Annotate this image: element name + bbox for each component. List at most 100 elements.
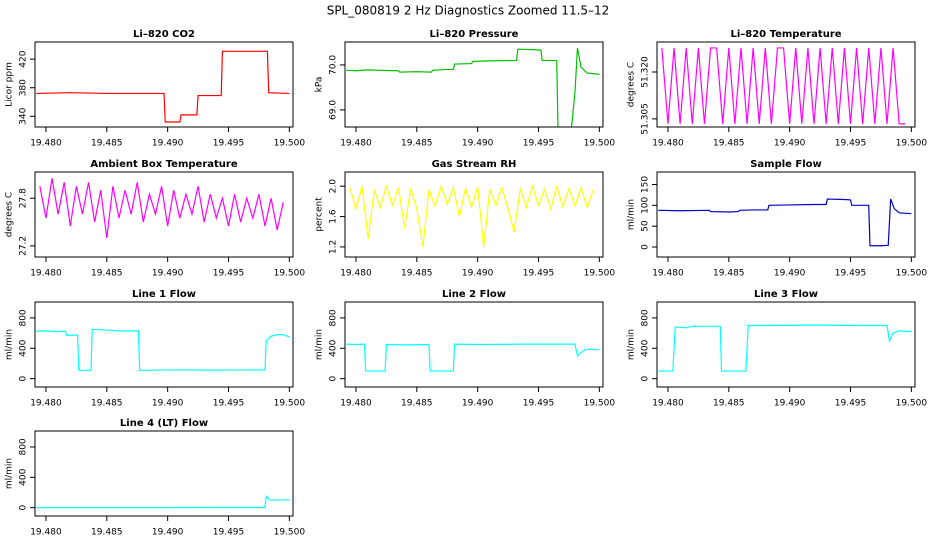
- x-tick-label: 19.480: [652, 139, 684, 149]
- y-tick-label: 2.0: [329, 179, 339, 194]
- x-tick-label: 19.495: [835, 139, 867, 149]
- x-tick-label: 19.485: [713, 139, 745, 149]
- x-tick-label: 19.500: [274, 139, 306, 149]
- y-axis-label: ml/min: [315, 329, 325, 360]
- y-tick-label: 100: [641, 196, 651, 213]
- y-tick-label: 0: [641, 244, 651, 250]
- x-tick-label: 19.495: [523, 139, 555, 149]
- x-tick-label: 19.495: [213, 528, 245, 538]
- data-line: [39, 178, 284, 239]
- x-tick-label: 19.485: [91, 399, 123, 409]
- x-tick-label: 19.480: [30, 399, 62, 409]
- y-tick-label: 340: [19, 107, 29, 124]
- y-tick-label: 70.0: [329, 55, 339, 75]
- data-line: [658, 324, 912, 372]
- x-tick-label: 19.495: [213, 399, 245, 409]
- data-line: [346, 47, 600, 127]
- y-tick-label: 27.2: [19, 236, 29, 256]
- x-tick-label: 19.485: [401, 269, 433, 279]
- data-line: [346, 343, 600, 372]
- y-tick-label: 400: [641, 339, 651, 356]
- plot-frame: [344, 41, 604, 128]
- x-tick-label: 19.485: [401, 399, 433, 409]
- x-tick-label: 19.490: [152, 269, 184, 279]
- x-tick-label: 19.485: [401, 139, 433, 149]
- y-tick-label: 400: [329, 339, 339, 356]
- data-line: [658, 198, 912, 247]
- x-tick-label: 19.485: [91, 528, 123, 538]
- x-tick-label: 19.490: [462, 139, 494, 149]
- y-axis-label: ml/min: [5, 458, 15, 489]
- panel-title: Line 3 Flow: [754, 289, 818, 300]
- x-tick-label: 19.495: [213, 269, 245, 279]
- x-tick-label: 19.490: [774, 139, 806, 149]
- x-tick-label: 19.485: [713, 399, 745, 409]
- y-tick-label: 400: [19, 468, 29, 485]
- x-tick-label: 19.500: [274, 269, 306, 279]
- y-tick-label: 50: [641, 220, 651, 232]
- x-tick-label: 19.495: [835, 399, 867, 409]
- plot-frame: [656, 171, 916, 258]
- y-axis-label: ml/min: [5, 329, 15, 360]
- panel-title: Line 1 Flow: [132, 289, 196, 300]
- x-tick-label: 19.500: [896, 399, 928, 409]
- x-tick-label: 19.480: [652, 269, 684, 279]
- plot-frame: [34, 171, 294, 258]
- x-tick-label: 19.500: [274, 399, 306, 409]
- y-tick-label: 380: [19, 79, 29, 96]
- x-tick-label: 19.490: [774, 399, 806, 409]
- panel-title: Li–820 CO2: [133, 29, 195, 40]
- plot-frame: [34, 301, 294, 388]
- plot-frame: [34, 430, 294, 517]
- x-tick-label: 19.500: [274, 528, 306, 538]
- y-tick-label: 800: [329, 309, 339, 326]
- x-tick-label: 19.480: [340, 269, 372, 279]
- x-tick-label: 19.495: [835, 269, 867, 279]
- panel-title: Ambient Box Temperature: [90, 159, 237, 170]
- x-tick-label: 19.490: [462, 399, 494, 409]
- data-line: [36, 328, 290, 371]
- x-tick-label: 19.480: [340, 139, 372, 149]
- y-tick-label: 27.8: [19, 188, 29, 208]
- y-axis-label: degrees C: [627, 62, 637, 107]
- y-tick-label: 150: [641, 176, 651, 193]
- figure-title: SPL_080819 2 Hz Diagnostics Zoomed 11.5–…: [327, 4, 610, 18]
- y-axis-label: ml/min: [627, 329, 637, 360]
- x-tick-label: 19.495: [523, 269, 555, 279]
- y-tick-label: 0: [641, 376, 651, 382]
- x-tick-label: 19.500: [896, 269, 928, 279]
- y-tick-label: 1.2: [329, 240, 339, 254]
- panel-title: Li–820 Pressure: [430, 29, 519, 40]
- x-tick-label: 19.500: [896, 139, 928, 149]
- y-tick-label: 1.6: [329, 209, 339, 224]
- panel-title: Sample Flow: [750, 159, 822, 170]
- y-tick-label: 800: [19, 309, 29, 326]
- plot-frame: [344, 301, 604, 388]
- y-tick-label: 800: [19, 438, 29, 455]
- y-tick-label: 0: [19, 505, 29, 511]
- x-tick-label: 19.480: [30, 528, 62, 538]
- x-tick-label: 19.500: [584, 399, 616, 409]
- y-tick-label: 0: [19, 376, 29, 382]
- x-tick-label: 19.495: [213, 139, 245, 149]
- y-axis-label: degrees C: [5, 192, 15, 237]
- x-tick-label: 19.490: [152, 139, 184, 149]
- panel-title: Li–820 Temperature: [730, 29, 841, 40]
- plot-frame: [656, 41, 916, 128]
- y-axis-label: kPa: [315, 77, 325, 93]
- plot-frame: [656, 301, 916, 388]
- x-tick-label: 19.480: [340, 399, 372, 409]
- x-tick-label: 19.500: [584, 269, 616, 279]
- x-tick-label: 19.480: [652, 399, 684, 409]
- x-tick-label: 19.500: [584, 139, 616, 149]
- x-tick-label: 19.485: [91, 139, 123, 149]
- x-tick-label: 19.485: [713, 269, 745, 279]
- panel-title: Line 2 Flow: [442, 289, 506, 300]
- plot-frame: [344, 171, 604, 258]
- y-tick-label: 400: [19, 339, 29, 356]
- y-tick-label: 0: [329, 376, 339, 382]
- x-tick-label: 19.485: [91, 269, 123, 279]
- x-tick-label: 19.490: [152, 399, 184, 409]
